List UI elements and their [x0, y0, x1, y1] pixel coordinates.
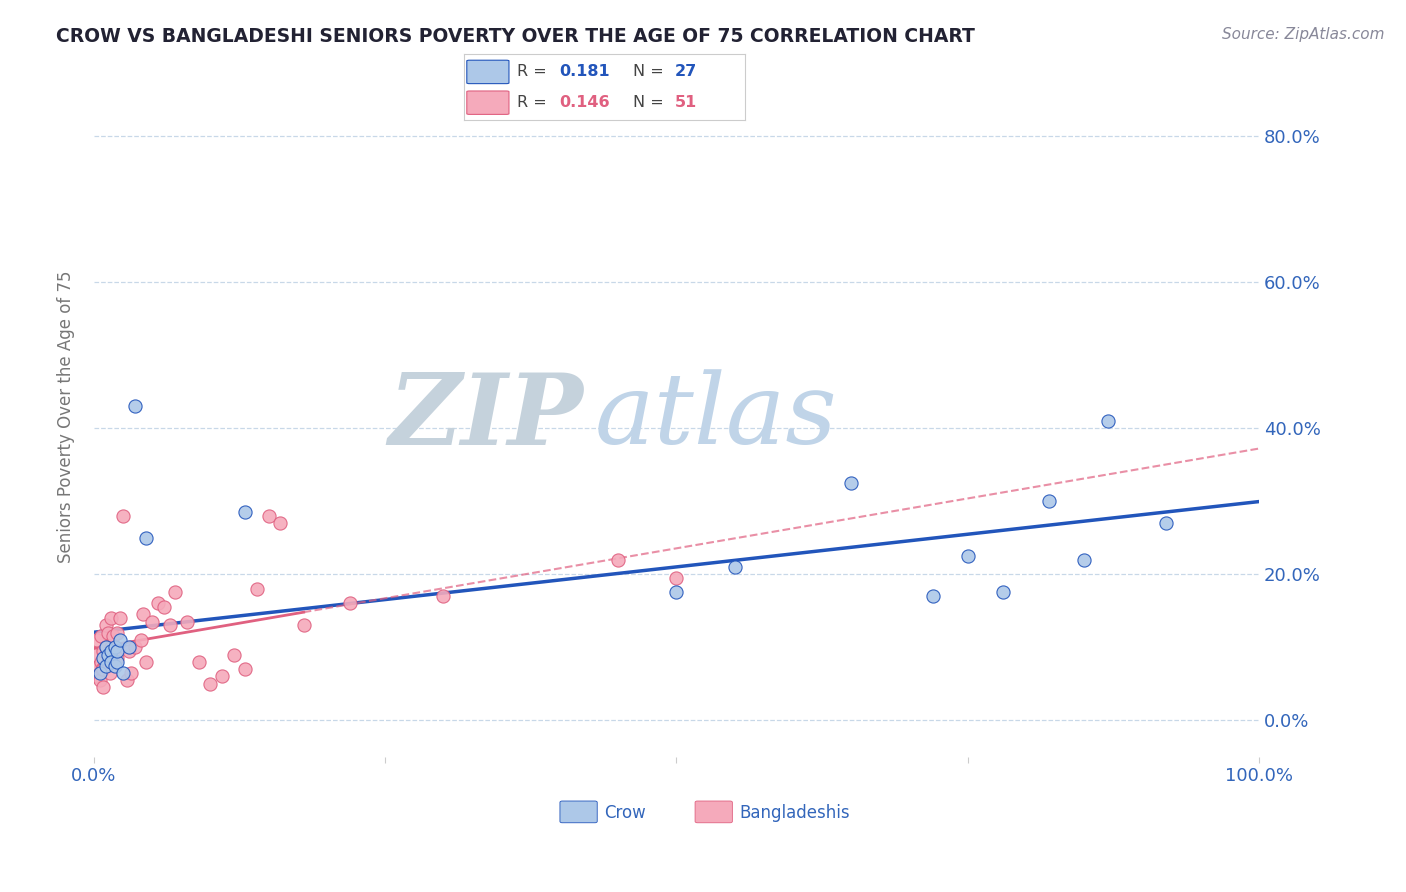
- Text: ZIP: ZIP: [388, 369, 583, 466]
- Point: [105, 625, 128, 640]
- Point: [100, 644, 122, 658]
- Point: [97, 648, 120, 662]
- Point: [1038, 494, 1060, 508]
- Point: [100, 655, 122, 669]
- Point: [200, 677, 222, 691]
- Point: [104, 658, 127, 673]
- Point: [101, 629, 124, 643]
- Point: [89, 665, 111, 680]
- Point: [112, 508, 135, 523]
- Point: [94, 640, 117, 655]
- Point: [141, 615, 163, 629]
- Point: [118, 644, 141, 658]
- Point: [1073, 552, 1095, 566]
- Point: [921, 589, 943, 603]
- Point: [108, 632, 131, 647]
- Point: [89, 673, 111, 687]
- Point: [211, 669, 233, 683]
- Y-axis label: Seniors Poverty Over the Age of 75: Seniors Poverty Over the Age of 75: [58, 271, 75, 564]
- FancyBboxPatch shape: [467, 61, 509, 84]
- Point: [94, 618, 117, 632]
- Point: [90, 655, 112, 669]
- Point: [84, 648, 107, 662]
- FancyBboxPatch shape: [560, 801, 598, 822]
- FancyBboxPatch shape: [467, 91, 509, 114]
- Point: [607, 552, 630, 566]
- Point: [104, 640, 127, 655]
- Point: [176, 615, 198, 629]
- Point: [991, 585, 1014, 599]
- Point: [339, 597, 361, 611]
- Point: [98, 665, 121, 680]
- Point: [97, 655, 120, 669]
- Point: [235, 662, 257, 676]
- Point: [292, 618, 315, 632]
- Point: [94, 640, 117, 655]
- Point: [222, 648, 245, 662]
- Point: [1097, 414, 1119, 428]
- Point: [135, 531, 157, 545]
- Text: R =: R =: [517, 64, 553, 79]
- Point: [91, 651, 114, 665]
- Point: [91, 681, 114, 695]
- Point: [257, 508, 280, 523]
- Point: [118, 640, 141, 655]
- Point: [665, 571, 688, 585]
- Point: [84, 669, 107, 683]
- Point: [97, 625, 120, 640]
- Point: [91, 644, 114, 658]
- Point: [98, 648, 121, 662]
- Point: [87, 658, 110, 673]
- Point: [187, 655, 209, 669]
- Point: [956, 549, 979, 563]
- FancyBboxPatch shape: [695, 801, 733, 822]
- Point: [112, 665, 135, 680]
- Point: [91, 662, 114, 676]
- Point: [665, 585, 688, 599]
- Point: [269, 516, 291, 530]
- Point: [120, 665, 142, 680]
- Point: [90, 629, 112, 643]
- Text: atlas: atlas: [595, 369, 838, 465]
- Point: [135, 655, 157, 669]
- Point: [724, 560, 747, 574]
- Point: [124, 399, 146, 413]
- Point: [146, 597, 169, 611]
- Text: 0.146: 0.146: [560, 95, 610, 110]
- Point: [165, 585, 187, 599]
- Point: [115, 673, 138, 687]
- Point: [86, 632, 108, 647]
- Point: [100, 611, 122, 625]
- Point: [104, 648, 127, 662]
- Point: [246, 582, 269, 596]
- Point: [105, 651, 128, 665]
- Text: N =: N =: [633, 95, 669, 110]
- Text: 0.181: 0.181: [560, 64, 610, 79]
- Point: [91, 662, 114, 676]
- Text: CROW VS BANGLADESHI SENIORS POVERTY OVER THE AGE OF 75 CORRELATION CHART: CROW VS BANGLADESHI SENIORS POVERTY OVER…: [56, 27, 976, 45]
- Point: [132, 607, 155, 622]
- Text: Bangladeshis: Bangladeshis: [740, 804, 851, 822]
- Point: [432, 589, 454, 603]
- Text: 27: 27: [675, 64, 697, 79]
- Point: [839, 475, 862, 490]
- Text: Source: ZipAtlas.com: Source: ZipAtlas.com: [1222, 27, 1385, 42]
- Text: R =: R =: [517, 95, 553, 110]
- Point: [94, 658, 117, 673]
- Point: [159, 618, 181, 632]
- Point: [153, 600, 176, 615]
- Point: [1154, 516, 1177, 530]
- Point: [105, 655, 128, 669]
- Point: [108, 611, 131, 625]
- Point: [100, 640, 122, 655]
- Point: [105, 644, 128, 658]
- Text: 51: 51: [675, 95, 697, 110]
- Point: [124, 640, 146, 655]
- Point: [235, 505, 257, 519]
- Text: Crow: Crow: [605, 804, 645, 822]
- Point: [129, 632, 152, 647]
- Text: N =: N =: [633, 64, 669, 79]
